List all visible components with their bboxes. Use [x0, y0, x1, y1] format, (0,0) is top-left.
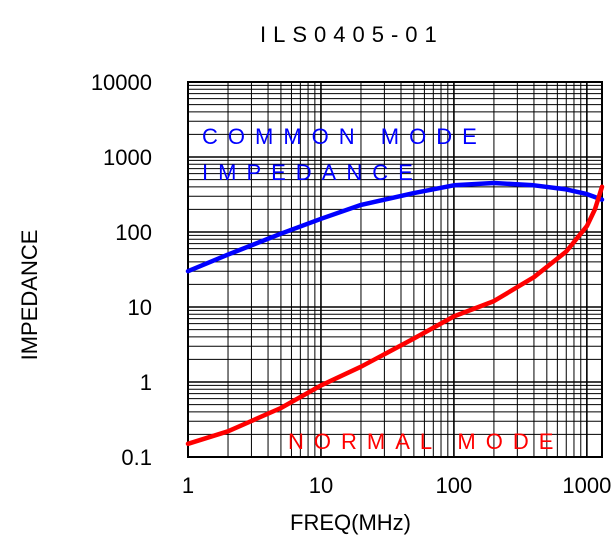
chart-title: ILS0405-01 — [260, 22, 444, 47]
y-tick-label: 1 — [140, 370, 152, 395]
tick-labels: 1 10 100 1000 10000 1000 100 10 1 0.1 — [91, 70, 612, 498]
common-mode-line — [185, 180, 605, 274]
annotation-impedance: IMPEDANCE — [202, 160, 423, 185]
y-tick-label: 100 — [115, 220, 152, 245]
y-tick-label: 10 — [128, 295, 152, 320]
x-tick-label: 10 — [309, 473, 333, 498]
y-tick-label: 1000 — [103, 145, 152, 170]
x-axis-label: FREQ(MHz) — [290, 510, 411, 535]
x-tick-label: 100 — [436, 473, 473, 498]
x-tick-label: 1 — [182, 473, 194, 498]
annotation-common-mode: COMMON MODE — [202, 124, 487, 149]
annotation-normal-mode: NORMAL MODE — [288, 429, 563, 454]
normal-mode-line — [185, 184, 605, 447]
x-tick-label: 1000 — [562, 473, 611, 498]
series-lines — [185, 180, 605, 447]
annotations: COMMON MODE IMPEDANCE NORMAL MODE — [202, 124, 563, 454]
y-tick-label: 0.1 — [121, 445, 152, 470]
y-tick-label: 10000 — [91, 70, 152, 95]
